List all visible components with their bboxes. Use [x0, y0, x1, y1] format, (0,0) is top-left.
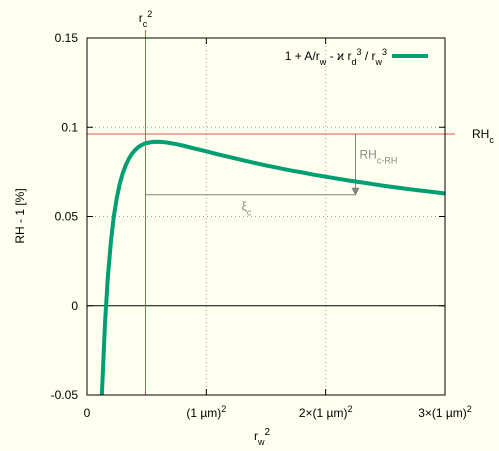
series-line: [99, 139, 445, 395]
guide-lines: [87, 30, 455, 395]
y-tick-label: 0.15: [55, 31, 79, 45]
rhc-minus-rh-label: RHc-RH: [360, 147, 398, 165]
xi-label: ξc: [242, 200, 252, 218]
x-axis-label: rw2: [254, 427, 271, 448]
legend: 1 + A/rw - ϰ rd3 / rw3: [285, 47, 428, 67]
y-tick-label: 0: [71, 299, 78, 313]
rc2-label: rc2: [139, 9, 153, 29]
grid: [87, 38, 445, 395]
x-tick-labels: 0 (1 µm)2 2×(1 µm)2 3×(1 µm)2: [84, 404, 472, 420]
x-tick-label: 3×(1 µm)2: [418, 404, 472, 420]
x-tick-label: 2×(1 µm)2: [299, 404, 353, 420]
y-tick-label: 0.05: [55, 210, 79, 224]
y-tick-label: -0.05: [51, 388, 79, 402]
legend-label: 1 + A/rw - ϰ rd3 / rw3: [285, 47, 387, 67]
y-tick-labels: -0.05 0 0.05 0.1 0.15: [51, 31, 79, 402]
y-tick-label: 0.1: [61, 120, 78, 134]
x-tick-label: (1 µm)2: [186, 404, 226, 420]
x-tick-label: 0: [84, 406, 91, 420]
y-axis-label: RH - 1 [%]: [13, 188, 27, 243]
rhc-label: RHc: [472, 127, 494, 145]
axis-ticks: [86, 37, 446, 396]
